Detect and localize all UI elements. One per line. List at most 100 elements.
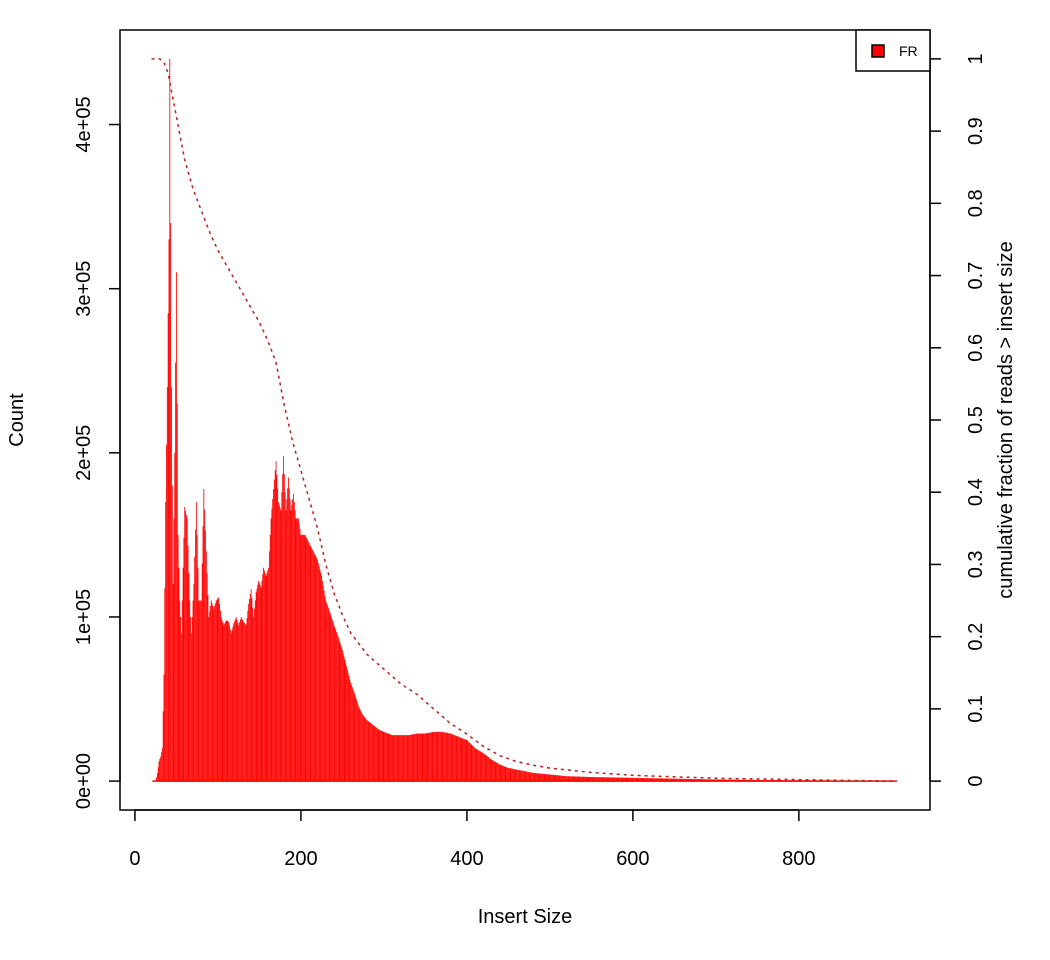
histogram-bar <box>642 778 644 782</box>
histogram-bar <box>336 632 338 782</box>
histogram-bar <box>209 611 211 782</box>
histogram-bar <box>421 733 423 782</box>
histogram-bar <box>379 730 381 782</box>
histogram-bar <box>629 777 630 782</box>
histogram-bar <box>210 606 211 782</box>
histogram-bar <box>461 738 463 782</box>
histogram-bar <box>257 584 259 782</box>
histogram-bar <box>176 403 178 782</box>
histogram-bar <box>483 753 485 782</box>
histogram-bar <box>564 776 566 782</box>
histogram-bar <box>480 751 482 782</box>
histogram-bar <box>370 723 372 782</box>
histogram-bar <box>274 470 276 782</box>
histogram-bar <box>361 713 363 782</box>
legend-box <box>855 29 931 72</box>
histogram-bar <box>176 272 177 782</box>
histogram-bar <box>320 572 322 782</box>
histogram-bar <box>715 779 717 782</box>
histogram-bar <box>169 58 171 782</box>
histogram-bar <box>200 600 201 782</box>
histogram-bar <box>349 679 351 782</box>
histogram-bar <box>188 573 190 782</box>
histogram-bar <box>565 776 567 782</box>
histogram-bar <box>302 534 304 782</box>
histogram-bar <box>660 778 662 782</box>
histogram-bar <box>270 518 272 782</box>
histogram-bar <box>540 773 542 782</box>
histogram-bar <box>555 775 557 782</box>
histogram-bar <box>524 771 526 782</box>
histogram-bar <box>234 619 236 782</box>
histogram-bar <box>454 735 455 782</box>
histogram-bar <box>693 779 695 782</box>
histogram-bar <box>545 774 547 782</box>
histogram-bars <box>152 58 897 782</box>
histogram-bar <box>672 778 674 782</box>
y-tick-label: 3e+05 <box>73 261 95 317</box>
histogram-bar <box>469 743 471 782</box>
histogram-bar <box>640 777 642 782</box>
histogram-bar <box>581 776 583 782</box>
histogram-bar <box>663 778 665 782</box>
histogram-bar <box>300 534 302 782</box>
y2-tick-label: 0.1 <box>965 695 987 723</box>
histogram-bar <box>430 732 432 782</box>
histogram-bar <box>488 757 490 782</box>
histogram-bar <box>591 777 593 782</box>
histogram-bar <box>310 546 312 782</box>
histogram-bar <box>611 777 613 782</box>
histogram-bar <box>531 772 533 782</box>
y2-tick-label: 0.3 <box>965 550 987 578</box>
histogram-bar <box>634 777 636 782</box>
histogram-bar <box>343 656 345 782</box>
histogram-bar <box>265 575 267 782</box>
histogram-bar <box>592 777 594 782</box>
histogram-bar <box>618 777 620 782</box>
histogram-bar <box>260 587 262 782</box>
histogram-bar <box>446 732 448 782</box>
histogram-bar <box>316 557 318 782</box>
histogram-bar <box>561 775 562 782</box>
histogram-bar <box>532 772 533 782</box>
histogram-bar <box>620 777 621 782</box>
histogram-bar <box>388 733 390 782</box>
histogram-bar <box>302 534 303 782</box>
histogram-bar <box>371 723 372 782</box>
histogram-bar <box>558 775 560 782</box>
histogram-bar <box>414 734 416 782</box>
histogram-bar <box>513 769 515 782</box>
y2-tick-label: 0.7 <box>965 262 987 290</box>
histogram-bar <box>372 724 374 782</box>
histogram-bar <box>171 387 172 782</box>
histogram-bar <box>679 778 681 782</box>
y-tick-label: 0e+00 <box>73 753 95 809</box>
histogram-bar <box>271 508 273 782</box>
histogram-bar <box>587 776 589 782</box>
histogram-bar <box>578 776 580 782</box>
x-tick-label: 600 <box>616 848 649 870</box>
histogram-bar <box>521 770 523 782</box>
histogram-bar <box>201 563 203 782</box>
histogram-bar <box>354 694 356 782</box>
histogram-bar <box>434 731 436 782</box>
histogram-bar <box>677 778 679 782</box>
histogram-bar <box>506 767 508 782</box>
histogram-bar <box>318 566 320 782</box>
legend-label-fr: FR <box>899 43 918 59</box>
histogram-bar <box>305 536 307 782</box>
histogram-bar <box>158 761 160 782</box>
histogram-bar <box>220 610 221 782</box>
histogram-bar <box>333 625 335 782</box>
histogram-bar <box>496 762 498 782</box>
histogram-bar <box>707 779 708 782</box>
histogram-bar <box>195 529 196 782</box>
histogram-bar <box>707 779 709 782</box>
histogram-bar <box>643 778 645 782</box>
histogram-bar <box>487 756 489 782</box>
histogram-bar <box>633 777 635 782</box>
histogram-bar <box>722 779 724 782</box>
histogram-bar <box>392 735 394 782</box>
histogram-bar <box>264 573 266 782</box>
histogram-bar <box>498 764 500 782</box>
